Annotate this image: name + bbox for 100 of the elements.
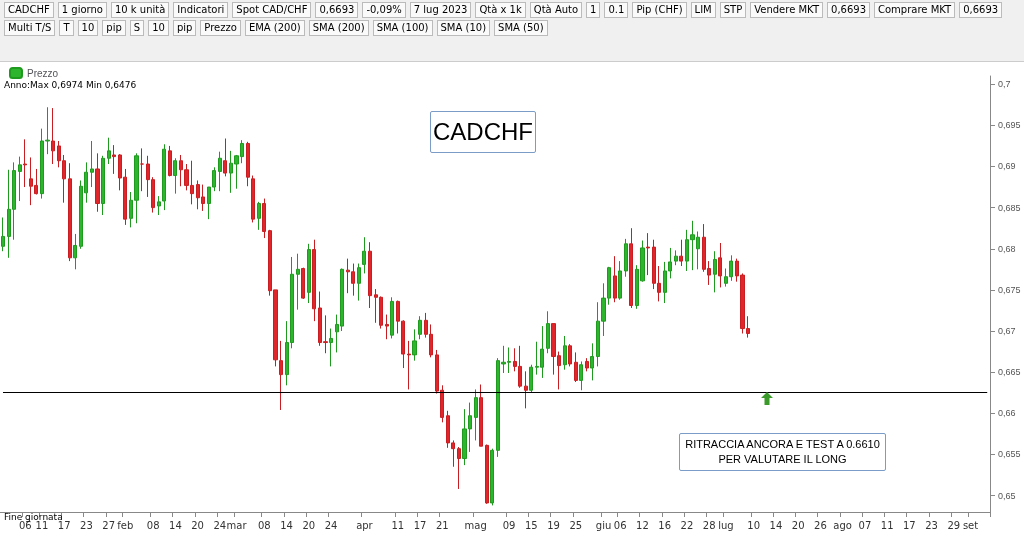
y-tick-label: 0,69 (998, 161, 1016, 172)
x-tick-label: 20 (302, 519, 316, 531)
candlestick (168, 145, 172, 177)
text: 0,6693 (315, 2, 359, 18)
y-tick-label: 0,68 (998, 243, 1016, 254)
candlestick (474, 388, 478, 441)
x-tick-label: 11 (880, 519, 894, 531)
x-tick-label: 25 (569, 519, 583, 531)
annotation: Fine giornata (4, 512, 63, 522)
text: Indicatori (173, 2, 229, 18)
text: SMA (50) (494, 20, 548, 36)
x-tick-label: 29 (947, 519, 961, 531)
text: LIM (690, 2, 716, 18)
text: 0,6693 (959, 2, 1003, 18)
x-tick-label: 12 (636, 519, 649, 531)
text: Prezzo (200, 20, 241, 36)
candlestick (312, 239, 316, 322)
x-tick-label: 10 (747, 519, 761, 531)
annotation: RITRACCIA ANCORA E TEST A 0.6610 PER VALUTARE IL LONG (679, 433, 886, 471)
text: Multi T/S (4, 20, 56, 36)
candlestick (23, 138, 27, 188)
text: Qtà x 1k (475, 2, 526, 18)
candlestick (357, 263, 361, 302)
text: 1 giorno (57, 2, 107, 18)
candlestick (590, 342, 594, 381)
candlestick (674, 249, 678, 266)
candlestick (18, 156, 22, 202)
candlestick (107, 137, 111, 165)
candlestick (68, 162, 72, 262)
x-tick-label: 09 (502, 519, 516, 531)
candlestick (485, 444, 489, 505)
candlestick (101, 155, 105, 216)
candlestick (585, 357, 589, 372)
x-tick-label: mag (464, 519, 487, 531)
x-tick-label: 11 (35, 519, 49, 531)
text: SMA (100) (372, 20, 433, 36)
candlestick (407, 340, 411, 390)
candlestick (524, 370, 528, 409)
candlestick (329, 328, 333, 367)
candlestick (112, 144, 116, 175)
text: STP (719, 2, 747, 18)
text: pip (102, 20, 126, 36)
text: 0,6693 (827, 2, 871, 18)
text: pip (172, 20, 197, 36)
candlestick (624, 238, 628, 278)
text: T (59, 20, 74, 36)
text: Pip (CHF) (632, 2, 687, 18)
candlestick (613, 255, 617, 303)
x-tick-label: 14 (769, 519, 783, 531)
text: SMA (200) (308, 20, 369, 36)
candlestick (490, 448, 494, 506)
y-tick-label: 0,665 (998, 367, 1021, 378)
x-tick-label: 20 (791, 519, 805, 531)
y-tick-label: 0,695 (998, 120, 1021, 131)
candlestick (574, 351, 578, 383)
candlestick (479, 383, 483, 447)
candlestick (713, 250, 717, 293)
y-tick-label: 0,655 (998, 449, 1021, 460)
x-tick-label: giu (595, 519, 612, 531)
text: 7 lug 2023 (409, 2, 472, 18)
x-tick-label: 15 (524, 519, 538, 531)
candlestick (418, 315, 422, 340)
text: 0.1 (604, 2, 629, 18)
candlestick (262, 198, 266, 239)
candlestick (529, 364, 533, 394)
x-tick-label: 23 (80, 519, 93, 531)
x-tick-label: 20 (191, 519, 204, 531)
x-tick-label: 17 (413, 519, 427, 531)
candlestick (257, 201, 261, 231)
candlestick (718, 242, 722, 288)
x-tick-label: 28 (702, 519, 716, 531)
candlestick (546, 310, 550, 354)
candlestick (90, 140, 94, 188)
text: Qtà Auto (529, 2, 583, 18)
x-tick-label: 06 (613, 519, 627, 531)
candlestick (279, 340, 283, 411)
x-tick-label: 08 (146, 519, 160, 531)
x-tick-label: 14 (280, 519, 293, 531)
text: EMA (200) (244, 20, 305, 36)
text: 10 (148, 20, 169, 36)
candlestick (173, 157, 177, 195)
candlestick (246, 141, 250, 187)
x-tick-label: 17 (57, 519, 71, 531)
x-tick-label: 08 (257, 519, 271, 531)
y-tick-label: 0,675 (998, 284, 1021, 295)
x-tick-label: 14 (169, 519, 182, 531)
candlestick (390, 296, 394, 339)
candlestick (629, 227, 633, 309)
candlestick (618, 260, 622, 301)
x-tick-label: apr (356, 519, 374, 531)
text: 10 (77, 20, 99, 36)
x-tick-label: lug (718, 519, 734, 531)
annotation: Anno:Max 0,6974 Min 0,6476 (4, 80, 137, 90)
x-tick-label: 07 (858, 519, 872, 531)
x-tick-label: 16 (658, 519, 672, 531)
y-tick-label: 0,685 (998, 202, 1021, 213)
candlestick (296, 253, 300, 311)
candlestick (412, 328, 417, 362)
candlestick (385, 314, 389, 340)
candlestick (368, 241, 372, 309)
